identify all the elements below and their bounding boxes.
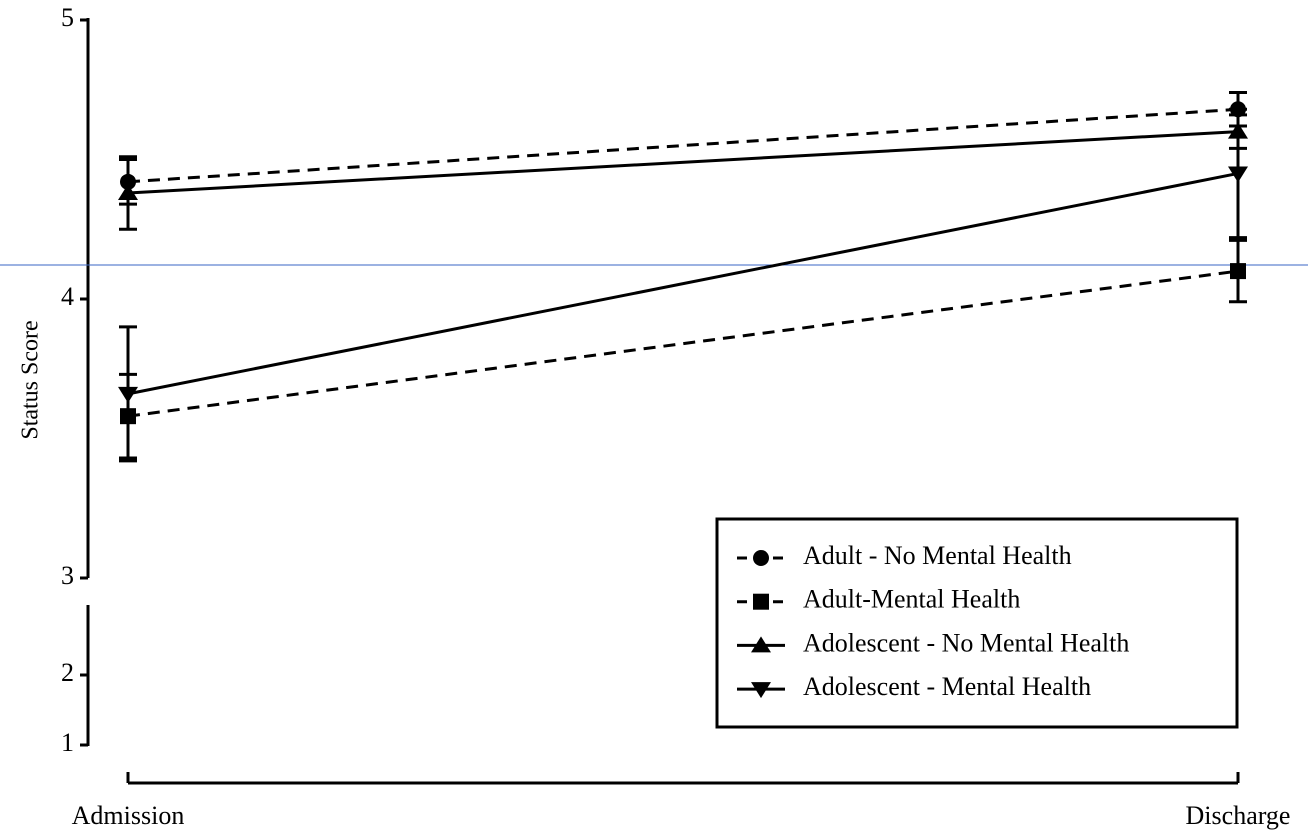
- y-axis-title: Status Score: [18, 320, 44, 439]
- x-tick-label: Discharge: [1186, 801, 1291, 830]
- data-point: [1230, 263, 1246, 280]
- legend-label: Adolescent - No Mental Health: [803, 628, 1129, 657]
- series-line: [127, 269, 1239, 418]
- legend-marker: [751, 682, 771, 699]
- series-line: [127, 130, 1239, 195]
- data-point: [118, 386, 138, 403]
- y-tick-label: 4: [61, 282, 74, 311]
- legend-label: Adult-Mental Health: [803, 585, 1020, 614]
- legend-label: Adult - No Mental Health: [803, 541, 1072, 570]
- y-tick-label: 1: [61, 728, 74, 757]
- series-line: [127, 171, 1239, 396]
- y-tick-label: 5: [61, 3, 74, 32]
- y-tick-label: 3: [61, 561, 74, 590]
- data-point: [118, 183, 138, 200]
- legend-marker: [753, 593, 769, 610]
- legend-box: [715, 517, 1239, 729]
- legend-marker: [751, 636, 771, 653]
- legend-label: Adolescent - Mental Health: [803, 672, 1091, 701]
- data-point: [1228, 166, 1248, 183]
- y-tick-label: 2: [61, 658, 74, 687]
- legend-marker: [753, 550, 769, 566]
- x-tick-label: Admission: [72, 801, 185, 830]
- series-line: [127, 107, 1239, 184]
